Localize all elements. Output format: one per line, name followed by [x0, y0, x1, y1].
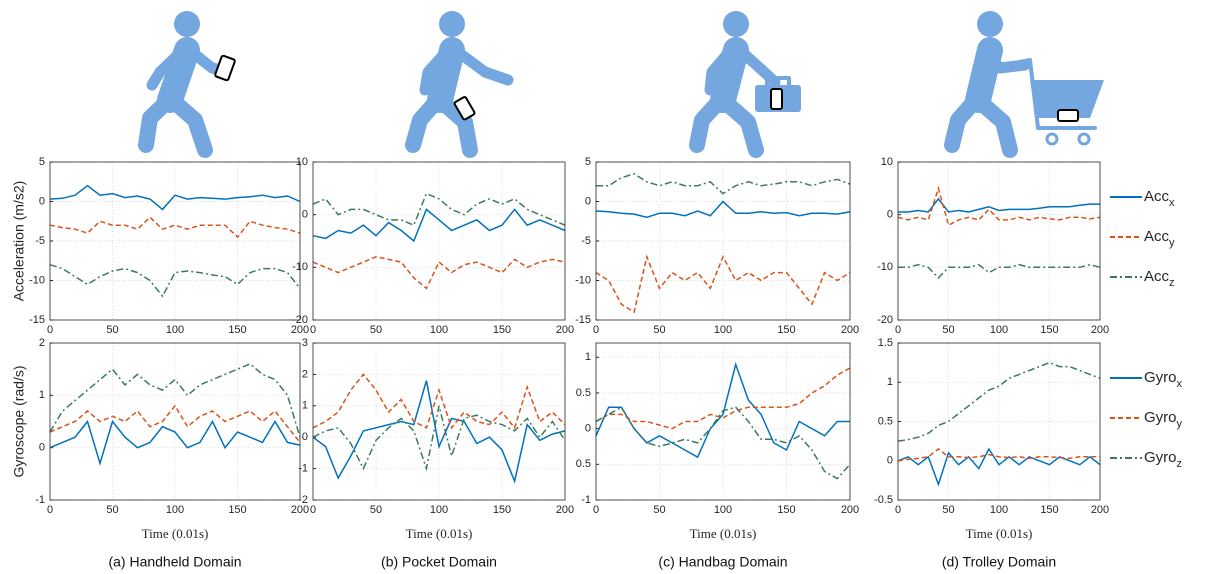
y-tick-label: -1: [581, 494, 591, 506]
x-tick-label: 0: [47, 324, 53, 336]
x-tick-label: 200: [841, 324, 859, 336]
y-tick-label: -10: [877, 261, 893, 273]
y-tick-label: 3: [302, 337, 308, 349]
y-tick-label: 0: [39, 442, 45, 454]
x-tick-label: 150: [777, 504, 795, 516]
y-tick-label: 0: [887, 209, 893, 221]
y-tick-label: 2: [39, 337, 45, 349]
x-tick-label: 100: [990, 504, 1008, 516]
y-tick-label: 1.5: [878, 337, 893, 349]
caption: (a) Handheld Domain: [108, 554, 241, 570]
y-tick-label: -5: [35, 235, 45, 247]
y-tick-label: 1: [887, 376, 893, 388]
y-tick-label: -20: [292, 314, 308, 326]
x-tick-label: 0: [310, 324, 316, 336]
x-tick-label: 200: [556, 324, 574, 336]
x-tick-label: 0: [310, 504, 316, 516]
x-tick-label: 50: [653, 504, 665, 516]
y-tick-label: -10: [29, 274, 45, 286]
legend-label: Gyrox: [1144, 369, 1183, 390]
x-tick-label: 50: [106, 324, 118, 336]
y-tick-label: 5: [39, 156, 45, 168]
caption: (b) Pocket Domain: [381, 554, 497, 570]
y-tick-label: 1: [585, 351, 591, 363]
legend-label: Accz: [1144, 268, 1175, 289]
x-tick-label: 150: [1040, 324, 1058, 336]
y-tick-label: 0.5: [878, 415, 893, 427]
y-tick-label: 0: [585, 423, 591, 435]
y-tick-label: -15: [29, 314, 45, 326]
x-tick-label: 0: [593, 504, 599, 516]
y-tick-label: 5: [585, 156, 591, 168]
x-tick-label: 150: [493, 504, 511, 516]
y-tick-label: -10: [575, 274, 591, 286]
figure: 050100150200-15-10-505Acceleration (m/s2…: [0, 0, 1214, 574]
x-tick-label: 100: [430, 324, 448, 336]
x-tick-label: 150: [1040, 504, 1058, 516]
y-tick-label: 2: [302, 368, 308, 380]
x-tick-label: 100: [166, 504, 184, 516]
y-tick-label: 0: [302, 431, 308, 443]
y-tick-label: 10: [881, 156, 893, 168]
x-tick-label: 0: [47, 504, 53, 516]
x-tick-label: 150: [228, 504, 246, 516]
y-tick-label: 0.5: [576, 458, 591, 470]
y-tick-label: 10: [296, 156, 308, 168]
x-tick-label: 0: [593, 324, 599, 336]
x-axis-label: Time (0.01s): [966, 526, 1033, 541]
y-tick-label: 0: [585, 195, 591, 207]
x-tick-label: 150: [228, 324, 246, 336]
y-tick-label: 1: [39, 389, 45, 401]
y-tick-label: -0.5: [874, 494, 893, 506]
y-tick-label: -1: [298, 463, 308, 475]
x-tick-label: 200: [1091, 504, 1109, 516]
x-tick-label: 200: [841, 504, 859, 516]
y-tick-label: -2: [298, 494, 308, 506]
y-tick-label: -1: [35, 494, 45, 506]
x-tick-label: 50: [942, 324, 954, 336]
x-tick-label: 150: [493, 324, 511, 336]
x-tick-label: 50: [653, 324, 665, 336]
y-tick-label: 0: [39, 195, 45, 207]
x-tick-label: 50: [370, 324, 382, 336]
x-tick-label: 0: [895, 324, 901, 336]
y-tick-label: -20: [877, 314, 893, 326]
pocket-icon: [413, 11, 508, 150]
x-axis-label: Time (0.01s): [406, 526, 473, 541]
x-tick-label: 100: [714, 504, 732, 516]
legend-label: Gyroz: [1144, 449, 1182, 470]
legend-label: Accx: [1144, 188, 1175, 209]
legend-label: Accy: [1144, 228, 1175, 249]
x-tick-label: 200: [556, 504, 574, 516]
x-tick-label: 50: [942, 504, 954, 516]
x-tick-label: 0: [895, 504, 901, 516]
y-tick-label: 0: [887, 455, 893, 467]
y-tick-label: -15: [575, 314, 591, 326]
icons: [146, 11, 1104, 150]
y-tick-label: 0: [302, 209, 308, 221]
handheld-icon: [146, 11, 235, 150]
x-axis-label: Time (0.01s): [690, 526, 757, 541]
y-axis-label: Gyroscope (rad/s): [11, 365, 27, 477]
legend-label: Gyroy: [1144, 409, 1183, 430]
x-tick-label: 150: [777, 324, 795, 336]
caption: (d) Trolley Domain: [942, 554, 1056, 570]
x-tick-label: 50: [106, 504, 118, 516]
y-tick-label: -10: [292, 261, 308, 273]
x-axis-label: Time (0.01s): [142, 526, 209, 541]
y-tick-label: 0.5: [576, 387, 591, 399]
x-tick-label: 200: [1091, 324, 1109, 336]
caption: (c) Handbag Domain: [658, 554, 787, 570]
y-tick-label: 1: [302, 400, 308, 412]
x-tick-label: 100: [714, 324, 732, 336]
x-tick-label: 100: [430, 504, 448, 516]
handbag-icon: [697, 11, 801, 150]
trolley-icon: [952, 11, 1104, 150]
x-tick-label: 50: [370, 504, 382, 516]
y-tick-label: -5: [581, 235, 591, 247]
x-tick-label: 100: [990, 324, 1008, 336]
x-tick-label: 100: [166, 324, 184, 336]
y-axis-label: Acceleration (m/s2): [11, 181, 27, 302]
